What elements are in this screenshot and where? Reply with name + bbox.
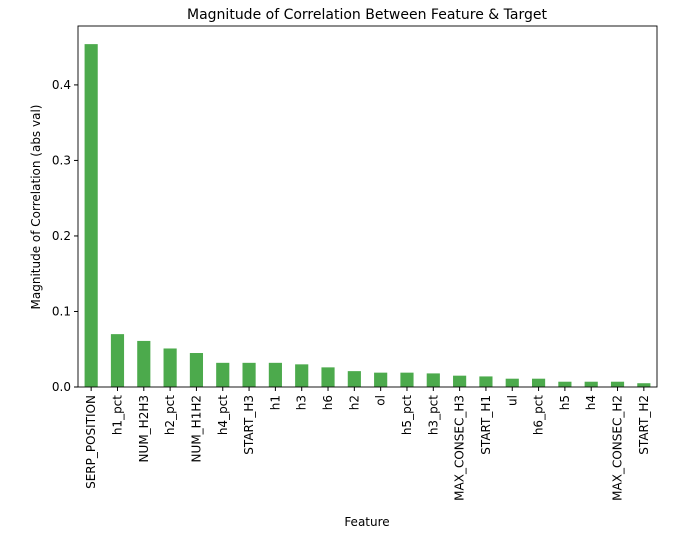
x-tick-label: h5_pct <box>400 395 414 435</box>
bar-ul <box>505 378 519 387</box>
x-tick-label: h1_pct <box>110 395 124 435</box>
x-tick-label: START_H1 <box>479 395 493 455</box>
x-tick-label: MAX_CONSEC_H3 <box>453 395 467 501</box>
bar-MAX_CONSEC_H2 <box>610 381 625 387</box>
bar-START_H3 <box>242 362 256 387</box>
bar-h6 <box>321 367 335 387</box>
bar-h1 <box>268 362 282 387</box>
bar-MAX_CONSEC_H3 <box>453 375 467 387</box>
x-tick-label: h4 <box>584 395 598 410</box>
bar-ol <box>374 372 388 387</box>
bar-h3_pct <box>426 373 440 387</box>
y-axis-label: Magnitude of Correlation (abs val) <box>29 105 43 310</box>
y-tick-label: 0.2 <box>52 229 71 243</box>
bar-h5_pct <box>400 372 414 387</box>
x-tick-label: NUM_H1H2 <box>189 395 203 462</box>
x-tick-label: ol <box>374 395 388 406</box>
x-tick-label: h4_pct <box>216 395 230 435</box>
bar-h6_pct <box>531 378 546 387</box>
bar-h3 <box>295 364 309 387</box>
x-tick-label: h2_pct <box>163 395 177 435</box>
bar-h4 <box>584 381 598 387</box>
x-tick-label: SERP_POSITION <box>84 395 98 489</box>
bar-NUM_H1H2 <box>189 353 204 387</box>
y-tick-label: 0.1 <box>52 304 71 318</box>
bar-h2 <box>347 371 361 387</box>
plot-frame <box>77 25 658 388</box>
bar-SERP_POSITION <box>84 44 98 388</box>
bar-START_H1 <box>479 376 493 387</box>
x-tick-label: h3_pct <box>426 395 440 435</box>
x-tick-label: h6 <box>321 395 335 410</box>
bar-NUM_H2H3 <box>137 340 151 387</box>
x-tick-label: ul <box>505 395 519 406</box>
chart-title: Magnitude of Correlation Between Feature… <box>187 7 547 23</box>
x-tick-label: h6_pct <box>532 395 546 435</box>
x-tick-label: START_H3 <box>242 395 256 455</box>
x-tick-label: h1 <box>268 395 282 410</box>
x-tick-label: h5 <box>558 395 572 410</box>
y-tick-label: 0.0 <box>52 380 71 394</box>
bar-START_H2 <box>637 383 651 387</box>
x-tick-label: h3 <box>295 395 309 410</box>
x-tick-label: START_H2 <box>637 395 651 455</box>
y-tick-label: 0.3 <box>52 153 71 167</box>
bar-h5 <box>558 381 572 387</box>
y-tick-label: 0.4 <box>52 78 71 92</box>
bar-h1_pct <box>110 334 125 387</box>
x-tick-label: MAX_CONSEC_H2 <box>611 395 625 501</box>
x-tick-label: NUM_H2H3 <box>137 395 151 462</box>
bar-h4_pct <box>216 362 230 387</box>
bar-h2_pct <box>163 348 177 387</box>
x-tick-label: h2 <box>347 395 361 410</box>
x-axis-label: Feature <box>344 515 389 529</box>
